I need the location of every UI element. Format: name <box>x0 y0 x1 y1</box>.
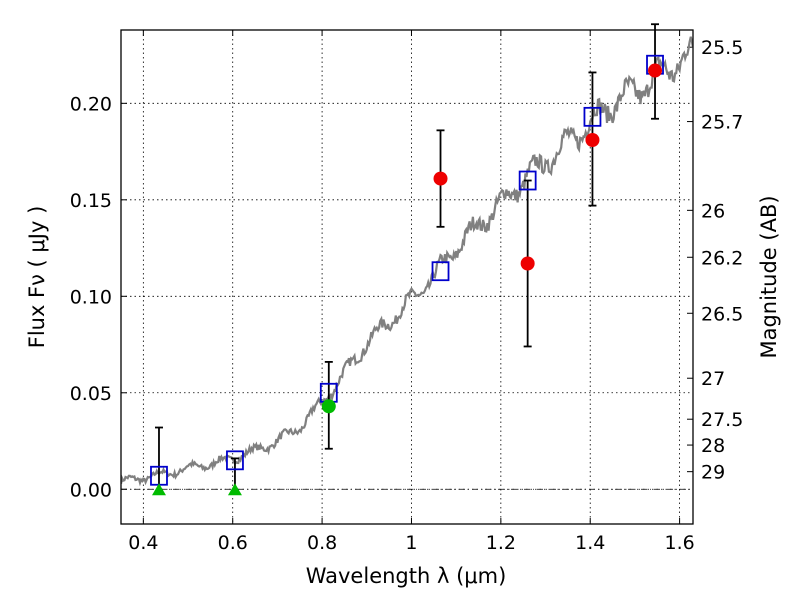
model-photometry-square <box>583 106 602 127</box>
magnitude-axis-label: Magnitude (AB) <box>757 195 781 358</box>
magnitude-tick-label: 25.7 <box>701 112 743 134</box>
magnitude-tick-label: 29 <box>701 462 725 484</box>
x-tick-label: 0.4 <box>128 532 158 554</box>
magnitude-axis-ticks: 25.5 25.7 26 26.2 26.5 27 27.5 28 29 <box>687 37 743 484</box>
x-axis-ticks: 0.4 0.6 0.8 1 1.2 1.4 1.6 <box>128 30 695 554</box>
x-axis-label: Wavelength λ (μm) <box>306 564 507 588</box>
x-tick-label: 1.6 <box>664 532 694 554</box>
magnitude-tick-label: 26.5 <box>701 303 743 325</box>
magnitude-tick-label: 27 <box>701 368 725 390</box>
x-tick-label: 1.4 <box>575 532 605 554</box>
x-tick-label: 1 <box>405 532 417 554</box>
y-tick-label: 0.15 <box>70 190 112 212</box>
magnitude-tick-label: 26.2 <box>701 247 743 269</box>
magnitude-tick-label: 25.5 <box>701 37 743 59</box>
y-tick-label: 0.10 <box>70 286 112 308</box>
grid-layer <box>121 30 693 524</box>
x-tick-label: 1.2 <box>486 532 516 554</box>
model-photometry-square <box>431 261 450 282</box>
y-axis-label: Flux Fν ( μJy ) <box>25 206 49 349</box>
y-tick-label: 0.05 <box>70 383 112 405</box>
data-layer <box>121 23 693 496</box>
model-photometry-square <box>226 450 244 471</box>
upper-limit-triangle <box>227 483 242 496</box>
x-tick-label: 0.8 <box>307 532 337 554</box>
y-tick-label: 0.20 <box>70 93 112 115</box>
magnitude-tick-label: 27.5 <box>701 409 743 431</box>
detection-point <box>585 132 600 147</box>
magnitude-tick-label: 28 <box>701 435 725 457</box>
y-axis-ticks: 0.00 0.05 0.10 0.15 0.20 <box>70 93 127 501</box>
detection-point <box>648 63 663 78</box>
detection-point <box>433 171 448 186</box>
model-photometry-square <box>518 170 537 191</box>
upper-limit-triangle <box>151 483 166 496</box>
plot-frame <box>120 29 694 525</box>
detection-point <box>321 399 336 414</box>
x-tick-label: 0.6 <box>218 532 248 554</box>
magnitude-tick-label: 26 <box>701 200 725 222</box>
sed-model-curve <box>121 36 693 487</box>
detection-point <box>520 256 535 271</box>
y-tick-label: 0.00 <box>70 479 112 501</box>
